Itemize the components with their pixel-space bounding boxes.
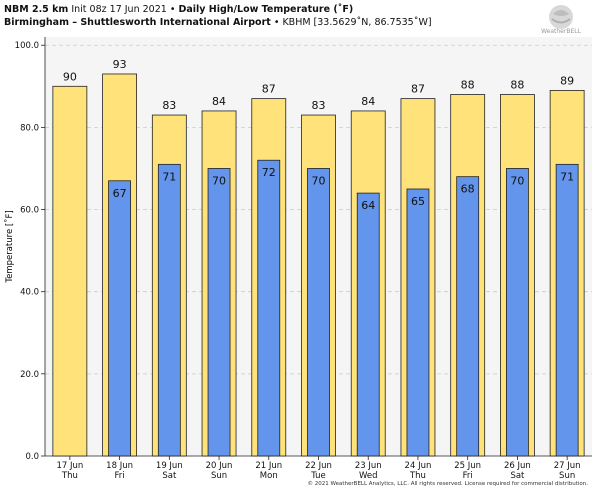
x-tick-date: 19 Jun [156,461,183,471]
separator: • [169,4,176,15]
low-temp-label: 71 [560,170,574,183]
low-temp-label: 68 [461,183,475,196]
high-temp-bar [52,85,88,457]
high-temp-label: 88 [510,79,524,92]
low-temp-label: 64 [361,199,375,212]
x-tick-day: Sat [162,471,177,481]
weatherbell-logo-icon: WeatherBELL [530,2,592,36]
x-tick-date: 17 Jun [56,461,83,471]
low-temp-bar [108,180,131,457]
high-temp-label: 87 [262,83,276,96]
model-name: NBM 2.5 km [4,4,69,15]
product-title: Daily High/Low Temperature (˚F) [178,4,354,15]
header-line-1: NBM 2.5 km Init 08z 17 Jun 2021 • Daily … [4,3,524,16]
logo-text: WeatherBELL [541,28,582,35]
x-tick-day: Thu [409,471,426,481]
high-temp-label: 83 [162,99,176,112]
x-tick-date: 23 Jun [355,461,382,471]
high-temp-label: 89 [560,74,574,87]
high-temp-label: 83 [312,99,326,112]
low-temp-label: 67 [113,187,127,200]
y-tick-label: 40.0 [20,288,39,298]
x-tick-date: 21 Jun [255,461,282,471]
high-temp-label: 87 [411,83,425,96]
x-tick-day: Wed [359,471,378,481]
y-tick-label: 80.0 [20,123,39,133]
low-temp-label: 72 [262,166,276,179]
x-tick-day: Tue [310,471,326,481]
bars: 90 93 67 83 71 84 70 87 72 83 70 84 64 87 65 88 68 88 70 89… [52,58,585,457]
copyright-notice: © 2021 WeatherBELL Analytics, LLC. All r… [307,481,588,487]
header-line-2: Birmingham – Shuttlesworth International… [4,16,524,29]
x-tick-date: 25 Jun [454,461,481,471]
x-tick-day: Thu [61,471,78,481]
low-temp-label: 65 [411,195,425,208]
y-tick-label: 100.0 [15,41,39,51]
low-temp-label: 70 [212,174,226,187]
low-temp-bar [207,168,231,457]
low-temp-bar [257,159,281,457]
x-tick-day: Fri [115,471,125,481]
x-tick-day: Sun [211,471,227,481]
x-tick-date: 27 Jun [554,461,581,471]
x-tick-date: 24 Jun [405,461,432,471]
low-temp-bar [506,168,529,457]
low-temp-bar [356,192,380,457]
low-temp-label: 70 [510,174,524,187]
y-axis-label: Temperature [˚F] [4,210,15,283]
x-tick-date: 18 Jun [106,461,133,471]
high-temp-label: 84 [361,95,375,108]
high-temp-label: 84 [212,95,226,108]
x-tick-day: Sat [510,471,525,481]
station-info: • KBHM [33.5629˚N, 86.7535˚W] [273,17,432,28]
x-tick-date: 22 Jun [305,461,332,471]
x-tick-date: 26 Jun [504,461,531,471]
x-tick-day: Fri [463,471,473,481]
low-temp-bar [406,188,430,457]
high-temp-label: 90 [63,70,77,83]
low-temp-label: 71 [162,170,176,183]
x-tick-date: 20 Jun [206,461,233,471]
x-tick-day: Mon [260,471,278,481]
init-time: Init 08z 17 Jun 2021 [71,4,167,15]
high-temp-label: 93 [113,58,127,71]
chart-header: NBM 2.5 km Init 08z 17 Jun 2021 • Daily … [4,3,524,29]
low-temp-bar [555,163,579,457]
low-temp-bar [456,176,480,457]
x-tick-day: Sun [559,471,575,481]
low-temp-bar [157,163,181,457]
location-name: Birmingham – Shuttlesworth International… [4,17,271,28]
low-temp-bar [307,168,330,457]
y-tick-label: 20.0 [20,370,39,380]
y-tick-label: 60.0 [20,206,39,216]
low-temp-label: 70 [312,174,326,187]
high-temp-label: 88 [461,79,475,92]
y-tick-label: 0.0 [25,452,39,462]
